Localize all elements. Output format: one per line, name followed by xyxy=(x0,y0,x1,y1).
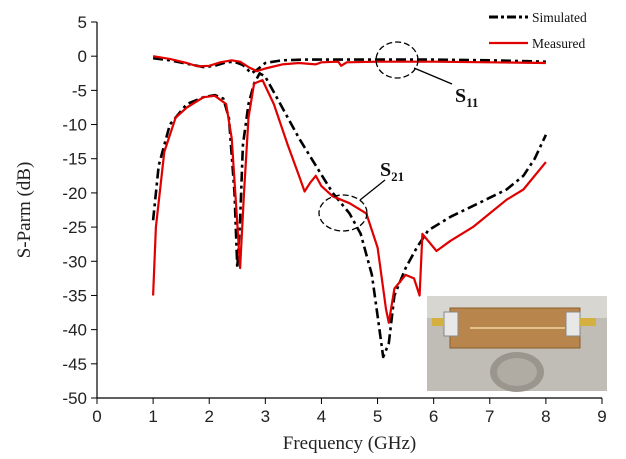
x-tick-label: 4 xyxy=(317,407,326,426)
y-tick-label: -15 xyxy=(62,150,87,169)
x-tick-label: 6 xyxy=(429,407,438,426)
axes: 0 1 2 3 4 5 6 7 8 9 5 0 -5 -10 -15 -20 -25 -30 -35 -40 -45 -5… xyxy=(14,13,607,454)
x-tick-label: 9 xyxy=(597,407,606,426)
y-tick-label: -25 xyxy=(62,218,87,237)
y-tick-label: -5 xyxy=(72,81,87,100)
s11-circle xyxy=(375,41,419,79)
s11-leader xyxy=(413,67,453,85)
x-tick-label: 3 xyxy=(261,407,270,426)
y-tick-label: -30 xyxy=(62,252,87,271)
filter-photo-inset xyxy=(427,296,607,392)
y-tick-label: -45 xyxy=(62,355,87,374)
legend-label-measured: Measured xyxy=(532,36,585,51)
plot-lines xyxy=(151,55,548,359)
s21-leader xyxy=(359,179,386,201)
legend: Simulated Measured xyxy=(489,10,587,51)
y-tick-label: 5 xyxy=(78,13,87,32)
x-tick-label: 5 xyxy=(373,407,382,426)
series-simulated-line-2 xyxy=(151,72,548,359)
y-tick-label: 0 xyxy=(78,47,87,66)
y-tick-label: -50 xyxy=(62,389,87,408)
x-tick-label: 8 xyxy=(541,407,550,426)
series-measured-line-2 xyxy=(152,79,547,324)
x-tick-label: 2 xyxy=(204,407,213,426)
y-axis-label: S-Parm (dB) xyxy=(14,162,35,259)
s21-circle xyxy=(318,194,368,232)
legend-label-simulated: Simulated xyxy=(532,10,587,25)
y-tick-label: -35 xyxy=(62,286,87,305)
y-tick-label: -40 xyxy=(62,321,87,340)
annotation-s11: S11 xyxy=(455,85,478,110)
y-tick-label: -20 xyxy=(62,184,87,203)
annotation-s21: S21 xyxy=(380,159,404,184)
x-tick-label: 7 xyxy=(485,407,494,426)
annotations: S11 S21 xyxy=(318,41,478,232)
y-tick-label: -10 xyxy=(62,116,87,135)
x-axis-label: Frequency (GHz) xyxy=(283,433,416,454)
x-tick-label: 1 xyxy=(148,407,157,426)
series-measured-line-1 xyxy=(152,55,546,73)
x-tick-label: 0 xyxy=(92,407,101,426)
